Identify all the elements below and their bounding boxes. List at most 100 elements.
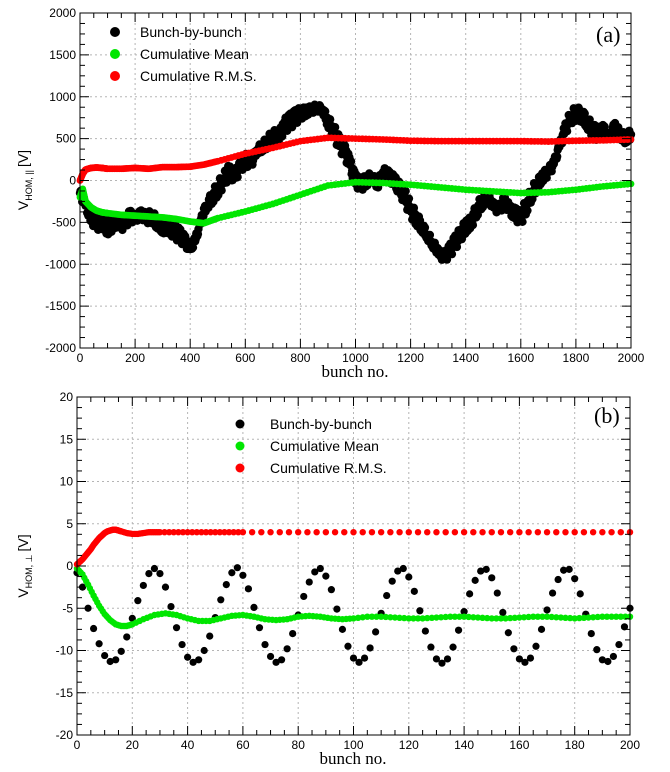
panel-b-point bbox=[515, 655, 524, 663]
panel-a-y-tick-label: -1500 bbox=[45, 299, 76, 313]
panel-a-point bbox=[425, 230, 435, 240]
panel-b-y-tick-label: 10 bbox=[60, 475, 74, 489]
panel-b-point bbox=[474, 614, 482, 621]
panel-b-point bbox=[506, 614, 514, 622]
panel-b-point bbox=[112, 656, 120, 664]
panel-a-legend: Bunch-by-bunch Cumulative Mean Cumulativ… bbox=[110, 24, 257, 84]
panel-b-point bbox=[553, 614, 560, 621]
panel-b-point bbox=[359, 529, 366, 536]
panel-b-point bbox=[388, 577, 396, 585]
panel-b-point bbox=[255, 624, 264, 632]
panel-b-point bbox=[175, 529, 182, 536]
panel-b-point bbox=[239, 529, 247, 536]
panel-b-point bbox=[184, 529, 191, 536]
panel-b-y-tick-label: -5 bbox=[62, 601, 73, 615]
panel-b-point bbox=[364, 613, 371, 620]
panel-b-series-1 bbox=[73, 565, 634, 630]
panel-a-ticks bbox=[79, 12, 632, 349]
panel-b-point bbox=[405, 529, 412, 536]
panel-b-point bbox=[589, 614, 597, 621]
panel-a-ylabel-unit: [V] bbox=[15, 150, 31, 167]
panel-b-x-tick-label: 120 bbox=[399, 738, 419, 752]
panel-b-point bbox=[433, 614, 440, 621]
panel-b-point bbox=[525, 529, 532, 536]
panel-b-y-tick-label: 0 bbox=[66, 559, 73, 573]
panel-a-y-axis-label: VHOM, || [V] bbox=[15, 150, 34, 210]
panel-b-series-0 bbox=[73, 564, 634, 667]
panel-b-point bbox=[548, 613, 555, 621]
panel-b-point bbox=[350, 529, 357, 536]
panel-b-point bbox=[410, 615, 417, 622]
panel-b-point bbox=[447, 613, 454, 620]
panel-b-point bbox=[399, 564, 407, 573]
panel-b-point bbox=[460, 613, 468, 620]
panel-a-point bbox=[562, 127, 572, 136]
panel-b-point bbox=[344, 642, 352, 650]
panel-b-point bbox=[483, 614, 491, 622]
panel-b-point bbox=[421, 627, 429, 635]
panel-b-point bbox=[327, 586, 335, 594]
panel-b-point bbox=[244, 585, 253, 593]
panel-b-point bbox=[372, 628, 380, 636]
panel-b-point bbox=[479, 614, 486, 622]
panel-b-x-axis-label: bunch no. bbox=[319, 749, 386, 768]
panel-a-x-tick-label: 1400 bbox=[452, 351, 479, 365]
panel-b-point bbox=[212, 529, 219, 536]
panel-b-point bbox=[520, 614, 528, 621]
panel-b-point bbox=[566, 614, 574, 622]
panel-b-point bbox=[608, 529, 615, 536]
panel-a-x-tick-label: 600 bbox=[235, 351, 255, 365]
panel-b-point bbox=[278, 656, 286, 664]
panel-b-point bbox=[599, 529, 606, 536]
panel-b-point bbox=[488, 615, 495, 622]
panel-b-point bbox=[341, 529, 348, 536]
panel-b-point bbox=[267, 529, 274, 536]
panel-b-point bbox=[562, 614, 569, 622]
panel-a-point bbox=[552, 152, 562, 161]
panel-b-point bbox=[557, 614, 565, 621]
panel-a-point bbox=[442, 255, 452, 264]
panel-b-point bbox=[200, 646, 208, 655]
panel-b-point bbox=[585, 614, 592, 621]
panel-b-point bbox=[261, 640, 269, 649]
panel-b-point bbox=[576, 614, 583, 622]
panel-b-point bbox=[349, 654, 358, 662]
panel-a-point bbox=[420, 223, 430, 232]
panel-b-point bbox=[289, 630, 297, 638]
panel-a-point bbox=[468, 220, 478, 230]
panel-a-x-axis-label: bunch no. bbox=[321, 362, 388, 381]
panel-b-point bbox=[202, 529, 210, 536]
panel-b-point bbox=[235, 529, 242, 536]
panel-b-point bbox=[305, 578, 313, 586]
panel-a-point bbox=[233, 172, 242, 182]
panel-a-legend-mean: Cumulative Mean bbox=[140, 46, 249, 62]
panel-b-point bbox=[311, 568, 319, 576]
panel-b-point bbox=[479, 529, 486, 536]
panel-b-point bbox=[276, 529, 283, 536]
panel-a-y-tick-label: -500 bbox=[52, 215, 76, 229]
panel-b-point bbox=[454, 626, 463, 634]
panel-b-point bbox=[178, 640, 186, 649]
panel-b-point bbox=[608, 613, 615, 620]
panel-b-point bbox=[593, 646, 601, 654]
panel-b-point bbox=[106, 657, 114, 666]
panel-b-point bbox=[553, 529, 560, 536]
panel-b-point bbox=[258, 529, 265, 536]
panel-a-legend-rms: Cumulative R.M.S. bbox=[140, 68, 257, 84]
panel-b-ylabel-main: V bbox=[15, 588, 31, 598]
panel-a-ylabel-sub: HOM, || bbox=[24, 170, 34, 201]
panel-b-point bbox=[233, 564, 241, 572]
panel-b-point bbox=[165, 529, 173, 536]
panel-b-legend: Bunch-by-bunch Cumulative Mean Cumulativ… bbox=[235, 416, 387, 476]
panel-b-tag: (b) bbox=[594, 403, 620, 428]
panel-b-point bbox=[437, 614, 445, 621]
panel-b-point bbox=[622, 613, 629, 620]
panel-b-point bbox=[534, 529, 542, 536]
panel-b-point bbox=[360, 654, 369, 662]
panel-b-point bbox=[587, 630, 595, 638]
panel-b-point bbox=[272, 658, 280, 666]
panel-b-point bbox=[230, 529, 237, 536]
panel-a-ylabel-main: V bbox=[15, 200, 31, 210]
panel-b-point bbox=[189, 529, 196, 536]
